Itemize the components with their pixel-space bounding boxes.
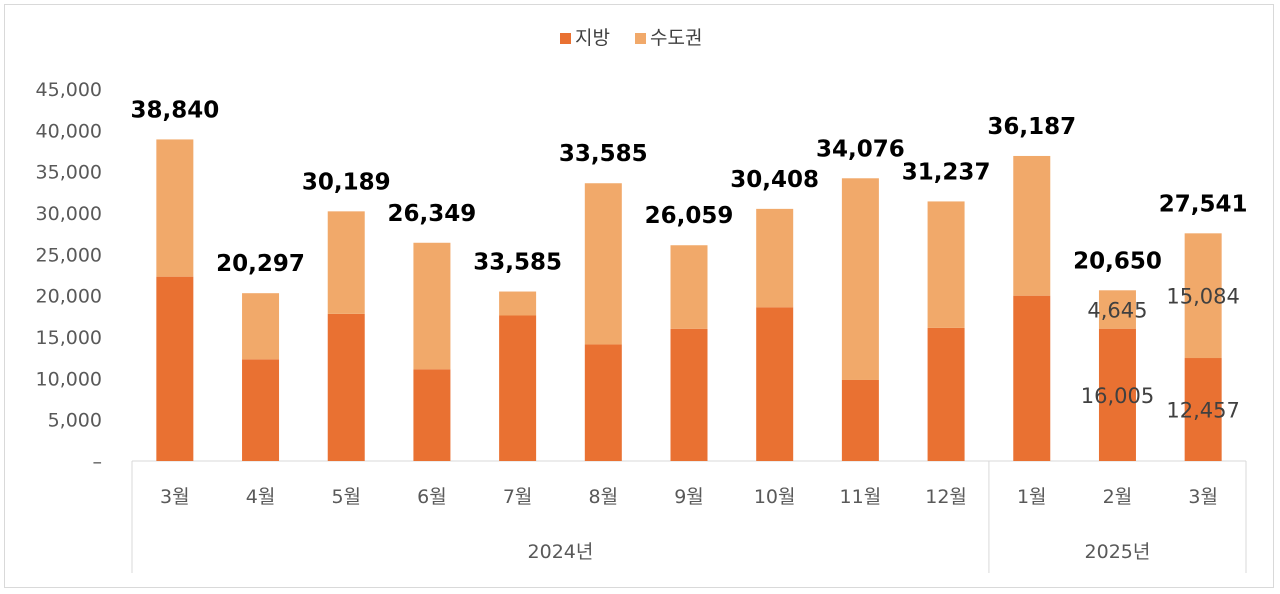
y-tick-label: 15,000 [36, 327, 102, 349]
y-tick-label: 20,000 [36, 286, 102, 308]
bar-segment [413, 369, 451, 461]
y-tick-label: 10,000 [36, 368, 102, 390]
bar-segment [756, 208, 794, 308]
y-tick-label: 25,000 [36, 244, 102, 266]
total-data-label: 26,059 [645, 203, 734, 229]
bar-segment [756, 307, 794, 461]
x-tick-label: 10월 [754, 486, 796, 508]
bar-segment [670, 245, 708, 329]
x-tick-label: 6월 [417, 486, 447, 508]
segment-data-label: 16,005 [1081, 384, 1154, 408]
total-data-label: 30,408 [730, 167, 819, 193]
bar-segment [927, 327, 965, 461]
bar-segment [927, 201, 965, 328]
segment-data-label: 4,645 [1087, 298, 1147, 322]
total-data-label: 33,585 [473, 250, 562, 276]
total-data-label: 20,650 [1073, 248, 1162, 274]
legend-label-0: 지방 [575, 27, 610, 49]
bar-segment [499, 291, 537, 316]
bar-segment [242, 293, 280, 360]
segment-data-label: 12,457 [1166, 399, 1239, 423]
y-tick-label: 40,000 [36, 120, 102, 142]
chart-frame [4, 4, 1274, 588]
total-data-label: 31,237 [902, 159, 991, 185]
x-tick-label: 12월 [925, 486, 967, 508]
x-tick-label: 3월 [160, 486, 190, 508]
y-tick-label: 35,000 [36, 162, 102, 184]
bar-segment [156, 276, 194, 461]
bar-segment [670, 328, 708, 461]
total-data-label: 20,297 [216, 251, 305, 277]
legend-swatch-1 [635, 33, 646, 44]
bar-segment [242, 359, 280, 461]
legend-swatch-0 [560, 33, 571, 44]
x-tick-label: 1월 [1017, 486, 1047, 508]
total-data-label: 33,585 [559, 141, 648, 167]
bar-segment [327, 211, 365, 314]
x-tick-label: 4월 [246, 486, 276, 508]
bar-segment [413, 242, 451, 370]
bar-segment [584, 183, 622, 345]
bar-segment [156, 139, 194, 277]
bar-segment [1184, 358, 1222, 461]
y-tick-label: 5,000 [48, 410, 102, 432]
bar-segment [1184, 233, 1222, 359]
y-tick-label: 45,000 [36, 79, 102, 101]
x-tick-label: 3월 [1188, 486, 1218, 508]
bar-segment [499, 315, 537, 461]
total-data-label: 27,541 [1159, 191, 1248, 217]
x-group-label: 2024년 [528, 541, 594, 563]
bar-segment [1013, 295, 1051, 461]
x-tick-label: 9월 [674, 486, 704, 508]
legend-label-1: 수도권 [650, 27, 702, 49]
total-data-label: 26,349 [388, 201, 477, 227]
total-data-label: 30,189 [302, 169, 391, 195]
total-data-label: 34,076 [816, 136, 905, 162]
bar-segment [327, 313, 365, 461]
bar-segment [1098, 328, 1136, 461]
bar-segment [841, 178, 879, 380]
bar-segment [1098, 290, 1136, 329]
bar-segment [584, 344, 622, 461]
total-data-label: 38,840 [130, 97, 219, 123]
x-tick-label: 2월 [1103, 486, 1133, 508]
bar-segment [1013, 155, 1051, 296]
x-tick-label: 7월 [503, 486, 533, 508]
total-data-label: 36,187 [987, 114, 1076, 140]
bar-segment [841, 379, 879, 461]
x-tick-label: 8월 [589, 486, 619, 508]
y-tick-label: – [93, 451, 103, 473]
y-tick-label: 30,000 [36, 203, 102, 225]
segment-data-label: 15,084 [1166, 285, 1239, 309]
x-tick-label: 11월 [840, 486, 882, 508]
x-tick-label: 5월 [331, 486, 361, 508]
x-group-label: 2025년 [1085, 541, 1151, 563]
